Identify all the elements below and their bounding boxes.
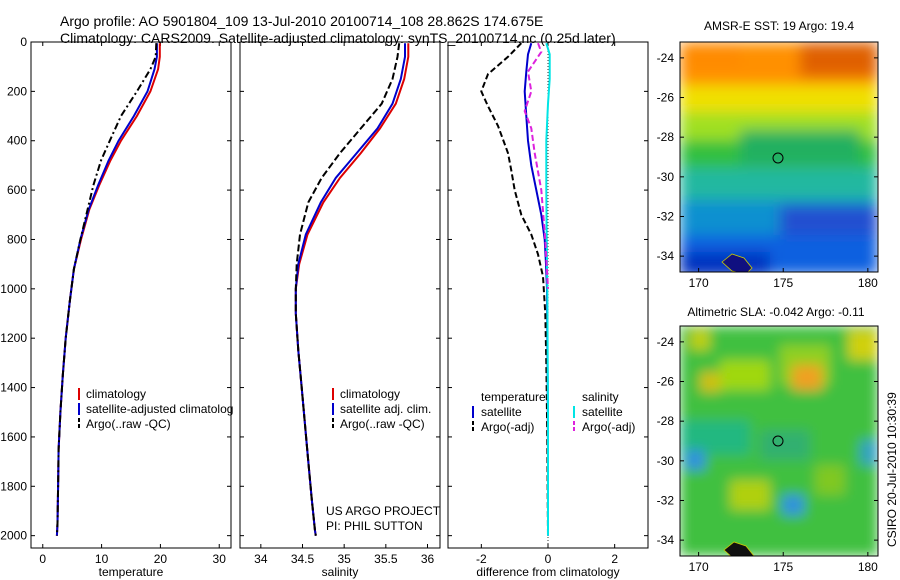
sst-map-field (680, 42, 878, 272)
salinity-legend-label: climatology (340, 387, 400, 401)
map-latitude-label: -26 (657, 91, 675, 105)
difference-legend-label: Argo(-adj) (582, 420, 635, 434)
temperature-legend-label: satellite-adjusted climatolog (86, 402, 233, 416)
depth-tick-label: 1600 (0, 430, 27, 444)
depth-tick-label: 2000 (0, 529, 27, 543)
sst-map-frame (679, 41, 879, 273)
map-latitude-label: -26 (657, 375, 675, 389)
map-latitude-label: -32 (657, 209, 675, 223)
map-latitude-label: -34 (657, 533, 675, 547)
temperature-xlabel: temperature (99, 565, 164, 579)
temperature-panel: 0 200 400 600 800 1000 1200 1400 1600 1800 2000 0 10… (0, 35, 233, 579)
depth-tick-label: 1200 (0, 331, 27, 345)
difference-series-argo-adj (480, 42, 549, 536)
sla-map-axes: 170 175 180 -24 -26 -28 -30 -32 -34 (657, 335, 879, 574)
temperature-xtick-label: 10 (95, 552, 109, 566)
sla-map-title: Altimetric SLA: -0.042 Argo: -0.11 (687, 305, 865, 319)
sst-argo-marker (772, 152, 784, 164)
temperature-series-argo-raw-qc (55, 43, 158, 536)
credit-line2: PI: PHIL SUTTON (326, 519, 423, 533)
difference-legend-header: salinity (582, 390, 619, 404)
salinity-xtick-label: 36 (421, 552, 435, 566)
salinity-xtick-label: 34 (254, 552, 268, 566)
salinity-xtick-label: 35 (337, 552, 351, 566)
map-latitude-label: -30 (657, 454, 675, 468)
map-longitude-label: 180 (858, 560, 878, 574)
map-latitude-label: -28 (657, 414, 675, 428)
depth-tick-label: 200 (7, 84, 27, 98)
difference-xtick-label: 2 (611, 552, 618, 566)
sla-map-field (680, 326, 878, 556)
depth-tick-label: 1000 (0, 282, 27, 296)
sla-argo-marker (772, 435, 784, 447)
salinity-xtick-label: 35.5 (374, 552, 398, 566)
difference-legend-label: satellite (481, 405, 522, 419)
salinity-series-argo-raw-qc (294, 43, 401, 536)
depth-tick-label: 0 (20, 35, 27, 49)
depth-tick-label: 600 (7, 183, 27, 197)
map-longitude-label: 175 (773, 276, 793, 290)
difference-series-satellite (545, 42, 551, 536)
salinity-panel: 34 34.5 35 35.5 36 salinity climatologysatelli… (239, 41, 441, 579)
temperature-legend-label: Argo(..raw -QC) (86, 417, 171, 431)
depth-tick-label: 1400 (0, 381, 27, 395)
figure-title-line1: Argo profile: AO 5901804_109 13-Jul-2010… (60, 13, 543, 29)
map-latitude-label: -24 (657, 335, 675, 349)
difference-legend-label: satellite (582, 405, 623, 419)
salinity-series-satellite-adj-clim (294, 43, 406, 536)
sst-map-title: AMSR-E SST: 19 Argo: 19.4 (704, 19, 854, 33)
map-latitude-label: -30 (657, 170, 675, 184)
difference-xlabel: difference from climatology (476, 565, 619, 579)
map-longitude-label: 180 (858, 276, 878, 290)
map-latitude-label: -24 (657, 51, 675, 65)
difference-legend-label: Argo(-adj) (481, 420, 534, 434)
difference-legend-header: temperature (481, 390, 546, 404)
temperature-xtick-label: 20 (154, 552, 168, 566)
temperature-legend-label: climatology (86, 387, 146, 401)
salinity-xtick-label: 34.5 (291, 552, 315, 566)
sst-map-axes: 170 175 180 -24 -26 -28 -30 -32 -34 (657, 51, 879, 290)
sla-map: Altimetric SLA: -0.042 Argo: -0.11 (657, 305, 879, 574)
credit-line1: US ARGO PROJECT (326, 504, 441, 518)
depth-tick-label: 1800 (0, 479, 27, 493)
salinity-legend-label: satellite adj. clim. (340, 402, 431, 416)
salinity-xlabel: salinity (322, 565, 359, 579)
temperature-series-climatology (55, 43, 161, 536)
temperature-xtick-label: 0 (39, 552, 46, 566)
difference-xtick-label: 0 (545, 552, 552, 566)
salinity-series-climatology (294, 43, 410, 536)
map-latitude-label: -28 (657, 130, 675, 144)
salinity-legend-label: Argo(..raw -QC) (340, 417, 425, 431)
figure-title-line2: Climatology: CARS2009. Satellite-adjuste… (60, 30, 616, 46)
temperature-series-satellite-adjusted-climatolog (55, 43, 158, 536)
salinity-axes-frame (239, 41, 441, 549)
difference-series-argo-adj (523, 42, 549, 289)
temperature-xtick-label: 30 (213, 552, 227, 566)
map-longitude-label: 170 (689, 276, 709, 290)
footer-stamp: CSIRO 20-Jul-2010 10:30:39 (885, 392, 899, 547)
map-latitude-label: -34 (657, 249, 675, 263)
map-longitude-label: 170 (689, 560, 709, 574)
depth-tick-label: 800 (7, 232, 27, 246)
sla-map-frame (679, 325, 879, 557)
depth-tick-label: 400 (7, 134, 27, 148)
map-latitude-label: -32 (657, 493, 675, 507)
temperature-axes-frame (30, 41, 232, 549)
sst-map: AMSR-E SST: 19 Argo: 19.4 170 175 180 -24 (657, 19, 879, 290)
difference-xtick-label: -2 (476, 552, 487, 566)
map-longitude-label: 175 (773, 560, 793, 574)
